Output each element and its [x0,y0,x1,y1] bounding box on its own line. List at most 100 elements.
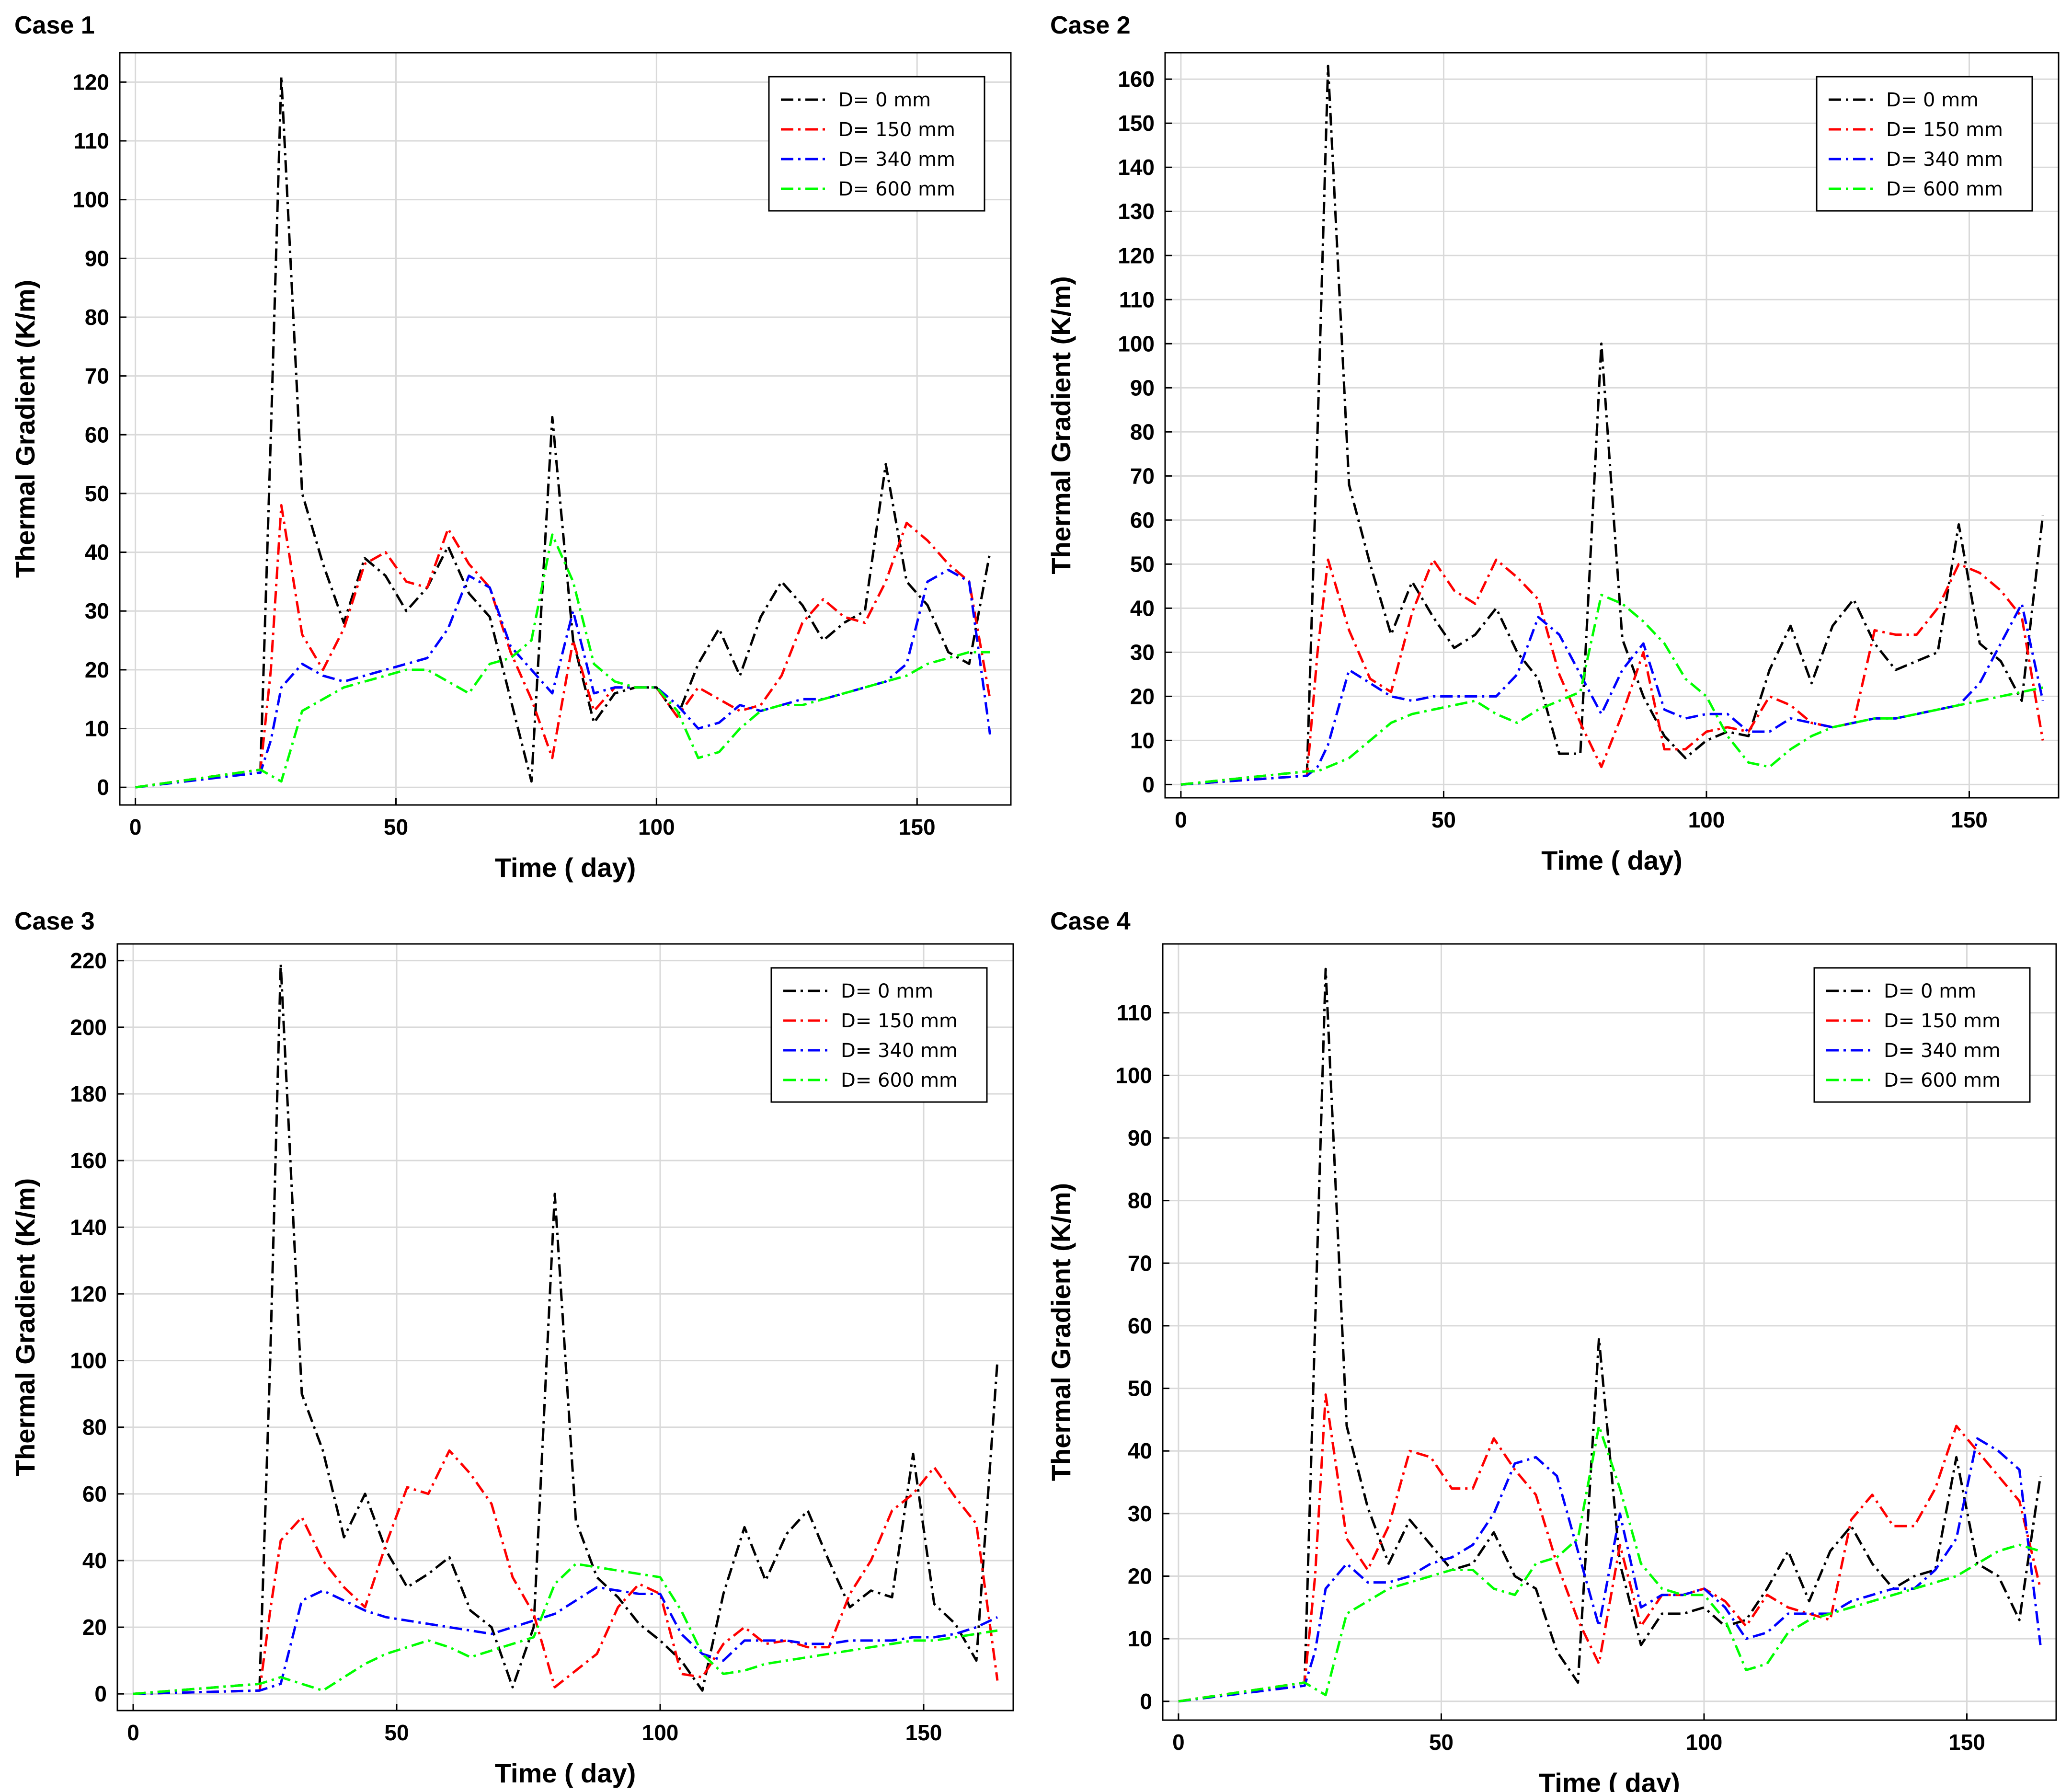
y-tick-label: 0 [97,775,109,800]
series-line-d-340-mm [133,1586,998,1695]
x-tick-label: 100 [638,815,675,839]
y-tick-label: 20 [1130,684,1155,709]
y-tick-label: 100 [72,187,109,212]
series-line-d-150-mm [135,504,991,789]
series-line-d-150-mm [1178,1393,2042,1703]
y-tick-label: 30 [1130,640,1155,665]
y-tick-label: 20 [1128,1564,1152,1589]
series-line-d-150-mm [133,1449,999,1695]
series-line-d-600-mm [135,533,990,789]
chart-title: Case 4 [1050,907,1131,935]
chart-case-4: Case 4 0 50 100 150 0 10 20 30 40 50 60 70 80 90 100 110… [1046,907,2057,1792]
series-line-d-600-mm [1178,1424,2041,1703]
legend-entry: D= 600 mm [838,178,955,200]
x-tick-label: 0 [129,815,142,839]
y-tick-label: 60 [1128,1313,1152,1338]
chart-panel-case-3: Case 3 0 50 100 150 0 20 40 60 80 100 120 140 160 180 2… [0,896,1036,1792]
y-tick-label: 0 [1142,772,1155,797]
x-tick-label: 50 [1431,807,1456,832]
series-line-d-340-mm [1178,1437,2042,1703]
y-tick-label: 40 [85,540,109,565]
x-tick-label: 0 [127,1720,139,1745]
x-tick-label: 50 [384,815,408,839]
chart-panel-case-2: Case 2 0 50 100 150 0 10 20 30 40 50 60 70 80 90 100 110… [1036,0,2072,896]
y-tick-label: 10 [85,716,109,741]
series-line-d-0-mm [1180,65,2044,786]
y-tick-label: 50 [85,481,109,506]
y-tick-label: 150 [1118,111,1155,136]
y-tick-label: 60 [1130,507,1155,532]
y-tick-label: 80 [82,1415,107,1440]
legend-entry: D= 600 mm [1884,1069,2001,1091]
chart-case-2: Case 2 0 50 100 150 0 10 20 30 40 50 60 70 80 90 100 110… [1046,11,2060,875]
legend-entry: D= 340 mm [841,1040,958,1062]
series-line-d-0-mm [133,963,999,1695]
y-tick-label: 80 [85,305,109,330]
y-tick-label: 70 [1128,1251,1152,1275]
x-tick-label: 50 [1429,1730,1454,1755]
y-tick-label: 60 [82,1482,107,1506]
y-tick-label: 40 [1130,596,1155,620]
y-tick-label: 40 [1128,1438,1152,1463]
y-tick-label: 70 [1130,463,1155,488]
y-tick-label: 90 [85,246,109,271]
legend-box [768,76,985,212]
legend-entry: D= 150 mm [1886,119,2003,141]
legend-entry: D= 150 mm [841,1010,958,1032]
x-tick-label: 150 [1948,1730,1985,1755]
chart-panel-case-1: Case 1 0 50 100 150 0 10 20 30 40 50 60 70 80 90 100 110… [0,0,1036,896]
x-tick-label: 150 [1951,807,1988,832]
x-tick-label: 100 [1686,1730,1723,1755]
legend-entry: D= 0 mm [1884,980,1976,1002]
y-tick-label: 0 [1140,1689,1152,1714]
legend-box [770,967,988,1103]
y-tick-label: 70 [85,364,109,389]
y-tick-label: 100 [1118,331,1155,356]
y-tick-label: 40 [82,1548,107,1573]
y-tick-label: 100 [70,1348,107,1373]
y-tick-label: 140 [70,1215,107,1240]
series-line-d-0-mm [1178,967,2042,1703]
series-line-d-340-mm [1180,602,2044,786]
x-tick-label: 0 [1172,1730,1185,1755]
plot-frame [1162,943,2057,1721]
y-tick-label: 120 [72,69,109,94]
legend-entry: D= 340 mm [1886,149,2003,171]
y-tick-label: 30 [85,598,109,623]
legend-entry: D= 0 mm [838,89,931,111]
chart-case-3: Case 3 0 50 100 150 0 20 40 60 80 100 120 140 160 180 2… [10,907,1014,1788]
y-tick-label: 110 [74,128,109,153]
legend-entry: D= 600 mm [841,1069,958,1091]
plot-frame [116,943,1014,1712]
y-tick-label: 80 [1128,1188,1152,1213]
legend-entry: D= 150 mm [838,119,955,141]
plot-frame [1164,52,2060,799]
chart-title: Case 3 [14,907,95,935]
series-line-d-340-mm [135,568,991,789]
series-line-d-600-mm [1180,594,2043,786]
chart-panel-case-4: Case 4 0 50 100 150 0 10 20 30 40 50 60 70 80 90 100 110… [1036,896,2072,1792]
y-tick-label: 110 [1119,287,1155,312]
y-tick-label: 130 [1118,199,1155,224]
x-axis-label: Time ( day) [495,1758,636,1788]
y-tick-label: 30 [1128,1501,1152,1526]
y-tick-label: 120 [1118,243,1155,268]
y-tick-label: 200 [70,1015,107,1040]
y-tick-label: 220 [70,948,107,973]
x-tick-label: 50 [384,1720,409,1745]
y-tick-label: 160 [1118,67,1155,92]
x-axis-label: Time ( day) [1539,1768,1680,1792]
x-tick-label: 150 [899,815,936,839]
chart-case-1: Case 1 0 50 100 150 0 10 20 30 40 50 60 70 80 90 100 110… [10,11,1012,883]
legend-entry: D= 150 mm [1884,1010,2001,1032]
x-tick-label: 150 [905,1720,942,1745]
y-tick-label: 50 [1128,1376,1152,1401]
y-tick-label: 20 [82,1615,107,1640]
legend-entry: D= 340 mm [838,149,955,171]
y-tick-label: 180 [70,1081,107,1106]
y-tick-label: 80 [1130,419,1155,444]
y-tick-label: 110 [1117,1000,1152,1025]
series-line-d-150-mm [1180,558,2044,786]
y-tick-label: 60 [85,422,109,447]
x-axis-label: Time ( day) [495,852,636,883]
